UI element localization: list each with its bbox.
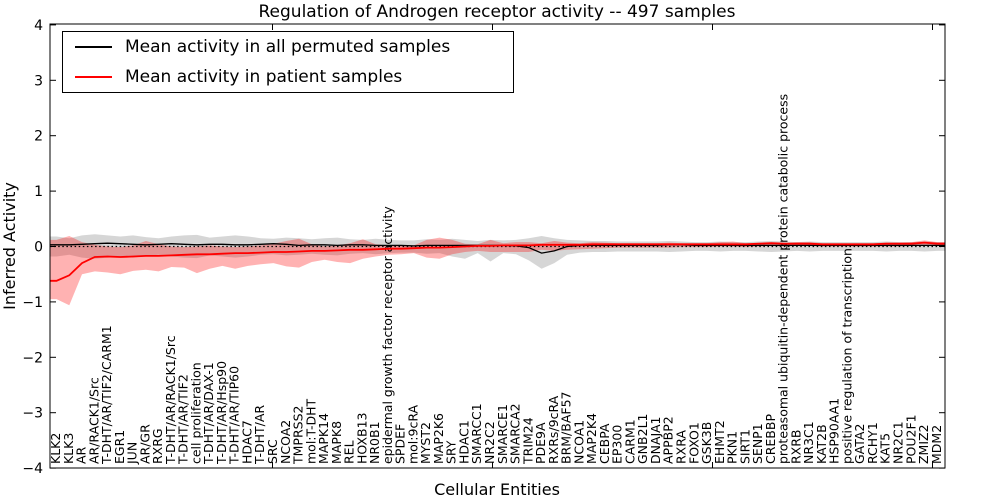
permuted-band <box>50 234 945 269</box>
entity-label: HDAC7 <box>239 420 254 464</box>
entity-label: HSP90AA1 <box>827 398 842 464</box>
entity-label: NR2C2 <box>482 421 497 464</box>
entity-label: epidermal growth factor receptor activit… <box>380 206 395 464</box>
entity-label: SPDEF <box>393 424 408 464</box>
legend-label-permuted: Mean activity in all permuted samples <box>125 37 451 57</box>
entity-label: HDAC1 <box>456 420 471 464</box>
y-tick-label: 1 <box>34 184 43 200</box>
y-tick-label: 0 <box>34 240 43 256</box>
entity-label: proteasomal ubiquitin-dependent protein … <box>776 94 791 464</box>
y-tick-label: 2 <box>34 129 43 145</box>
entity-label: GNB2L1 <box>635 414 650 464</box>
entity-label: APPBP2 <box>661 416 676 464</box>
y-axis-title: Inferred Activity <box>0 182 19 310</box>
y-tick-label: −4 <box>22 461 43 477</box>
entity-label: HOXB13 <box>354 413 369 464</box>
entity-label: ZMIZ2 <box>916 424 931 464</box>
entity-label: NCOA1 <box>571 420 586 464</box>
legend-label-patient: Mean activity in patient samples <box>125 67 403 87</box>
entity-label: T-DHT/AR/DAX-1 <box>201 362 216 465</box>
entity-label: POU2F1 <box>903 414 918 464</box>
entity-label: JUN <box>125 442 140 465</box>
y-tick-label: 4 <box>34 18 43 34</box>
entity-label: DNAJA1 <box>648 417 663 465</box>
entity-label: SMARCC1 <box>469 403 484 464</box>
entity-label: KLK2 <box>48 433 63 464</box>
chart-title: Regulation of Androgen receptor activity… <box>259 2 736 22</box>
entity-label: PKN1 <box>725 431 740 464</box>
entity-label: MAPK8 <box>329 421 344 464</box>
entity-label: T-DHT/AR/Hsp90 <box>214 361 229 465</box>
entity-label: NCOA2 <box>278 420 293 464</box>
entity-label: T-DHT/AR/RACK1/Src <box>163 335 178 465</box>
legend-line-patient <box>75 76 112 78</box>
entity-label: FOXO1 <box>686 422 701 464</box>
entity-label: KAT5 <box>878 433 893 464</box>
y-tick-label: −2 <box>22 350 43 366</box>
entity-label: PDE9A <box>533 422 548 464</box>
entity-label: SIRT1 <box>737 429 752 464</box>
entity-label: mol:9cRA <box>405 404 420 464</box>
entity-label: TRIM24 <box>520 417 535 465</box>
entity-label: T-DHT/AR/TIF2/CARM1 <box>99 325 114 465</box>
entity-label: MAP2K4 <box>584 413 599 464</box>
entity-label: AR/GR <box>137 424 152 464</box>
plot-area: 43210−1−2−3−4KLK2KLK3ARAR/RACK1/SrcT-DHT… <box>22 18 946 477</box>
y-tick-label: 3 <box>34 73 43 89</box>
entity-label: CREBBP <box>763 414 778 464</box>
entity-label: MDM2 <box>929 425 944 464</box>
entity-label: mol:T-DHT <box>303 398 318 464</box>
legend-item-permuted: Mean activity in all permuted samples <box>63 34 513 60</box>
x-axis-title: Cellular Entities <box>434 480 560 499</box>
legend-item-patient: Mean activity in patient samples <box>63 64 513 90</box>
entity-label: MAP2K6 <box>431 413 446 464</box>
entity-label: KAT2B <box>814 424 829 464</box>
entity-label: cell proliferation <box>188 362 203 464</box>
entity-label: EP300 <box>610 425 625 464</box>
y-tick-label: −1 <box>22 295 43 311</box>
entity-label: NR0B1 <box>367 421 382 464</box>
entity-label: BRM/BAF57 <box>559 392 574 464</box>
entity-label: GATA2 <box>852 424 867 464</box>
entity-label: positive regulation of transcription <box>839 248 854 464</box>
entity-label: REL <box>342 440 357 464</box>
entity-label: SRY <box>444 440 459 464</box>
entity-label: SMARCA2 <box>508 403 523 464</box>
entity-label: RXRA <box>673 430 688 464</box>
entity-label: MYST2 <box>418 422 433 464</box>
entity-label: T-DHT/AR/TIP60 <box>227 366 242 465</box>
patient-mean-line <box>50 241 945 282</box>
entity-label: T-DHT/AR <box>252 405 267 465</box>
entity-label: T-DHT/AR/TIF2 <box>176 374 191 465</box>
patient-band <box>50 236 945 306</box>
entity-label: SMARCE1 <box>495 404 510 464</box>
entity-label: EHMT2 <box>712 420 727 464</box>
entity-label: CARM1 <box>622 419 637 464</box>
legend-line-permuted <box>75 46 112 48</box>
entity-label: MAPK14 <box>316 413 331 464</box>
y-tick-label: −3 <box>22 406 43 422</box>
entity-label: RXRB <box>788 429 803 464</box>
entity-label: AR <box>74 446 89 464</box>
entity-label: TMPRSS2 <box>291 406 306 465</box>
legend: Mean activity in all permuted samples Me… <box>62 31 514 93</box>
entity-label: GSK3B <box>699 422 714 464</box>
entity-label: KLK3 <box>61 433 76 464</box>
entity-label: SENP1 <box>750 423 765 464</box>
entity-label: NR3C1 <box>801 421 816 464</box>
entity-label: RXRG <box>150 428 165 464</box>
entity-label: EGR1 <box>112 430 127 464</box>
entity-label: SRC <box>265 439 280 464</box>
entity-label: CEBPA <box>597 423 612 464</box>
entity-label: AR/RACK1/Src <box>86 377 101 464</box>
plot-border <box>49 23 946 469</box>
entity-label: NR2C1 <box>890 421 905 464</box>
entity-label: RXRs/9cRA <box>546 395 561 464</box>
entity-label: RCHY1 <box>865 422 880 464</box>
